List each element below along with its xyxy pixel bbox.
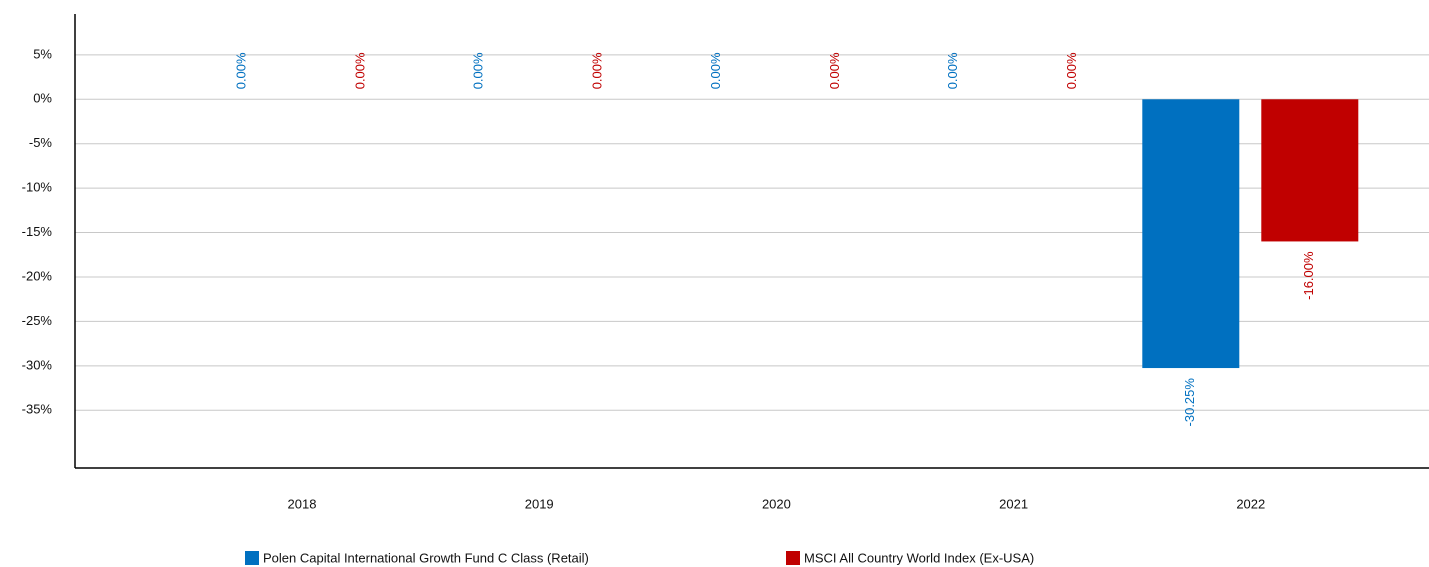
value-label: 0.00%	[945, 52, 960, 89]
value-label: 0.00%	[1064, 52, 1079, 89]
value-label: -16.00%	[1301, 251, 1316, 300]
x-tick-label: 2021	[999, 496, 1028, 511]
legend-swatch	[245, 551, 259, 565]
value-label: 0.00%	[827, 52, 842, 89]
x-tick-label: 2022	[1236, 496, 1265, 511]
y-tick-label: -20%	[22, 268, 53, 283]
y-tick-label: -35%	[22, 402, 53, 417]
value-label: 0.00%	[708, 52, 723, 89]
value-label: 0.00%	[471, 52, 486, 89]
y-tick-label: -25%	[22, 313, 53, 328]
value-label: 0.00%	[352, 52, 367, 89]
value-label: 0.00%	[233, 52, 248, 89]
y-tick-label: -10%	[22, 180, 53, 195]
legend-swatch	[786, 551, 800, 565]
x-tick-label: 2020	[762, 496, 791, 511]
legend-label: MSCI All Country World Index (Ex-USA)	[804, 550, 1034, 565]
x-tick-label: 2019	[525, 496, 554, 511]
y-tick-label: -30%	[22, 357, 53, 372]
value-label: 0.00%	[590, 52, 605, 89]
value-label: -30.25%	[1182, 378, 1197, 427]
bar	[1261, 99, 1359, 242]
y-tick-label: -15%	[22, 224, 53, 239]
legend-label: Polen Capital International Growth Fund …	[263, 550, 589, 565]
bar	[1142, 99, 1240, 369]
y-tick-label: 0%	[33, 91, 52, 106]
x-tick-label: 2018	[288, 496, 317, 511]
y-tick-label: -5%	[29, 135, 53, 150]
y-tick-label: 5%	[33, 46, 52, 61]
